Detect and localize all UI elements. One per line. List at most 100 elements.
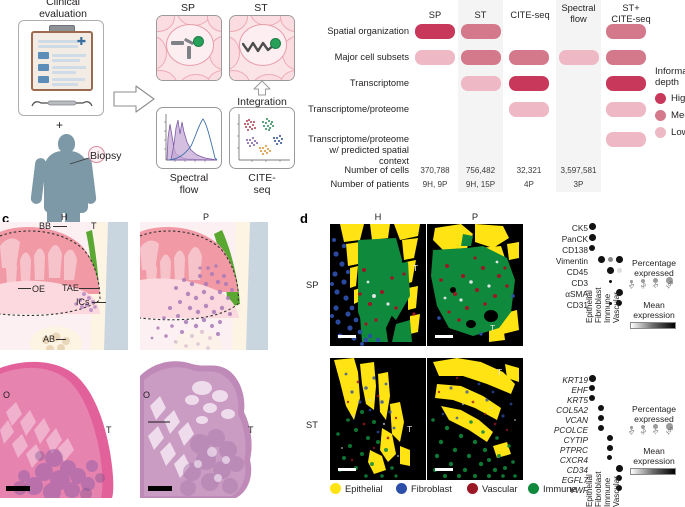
plus-symbol: + [56,118,64,132]
matrix-row-label-major-cell-subsets: Major cell subsets [334,52,409,62]
cell-legend-label-vascular: Vascular [482,484,518,494]
sp-dot-ck5-epithelial [589,223,596,230]
st-gene-label-egfl7: EGFL7 [561,475,588,485]
dental-tool-icon [31,100,93,107]
panel-d-st-healthy-label-t: T [407,424,413,434]
sp-marker-label-panck: PanCK [561,234,588,244]
matrix-row-label-transcriptome-proteome-spatial: Transcriptome/proteome w/ predicted spat… [308,134,409,166]
sp-marker-label-cd3: CD3 [571,278,588,288]
st-gene-label-krt5: KRT5 [566,395,588,405]
sp-dot-cd45-vascular [617,268,623,274]
panel-c-label-oe: OE [32,284,46,294]
sp-marker-label-ck5: CK5 [571,223,588,233]
sp-col-header-epithelial: Epithelial [585,290,594,323]
panel-c-letter: c [2,211,10,226]
matrix-row-label-number-of-patients: Number of patients [330,179,409,189]
panel-d-st-healthy-image [330,358,426,480]
clinical-evaluation-caption-line2: evaluation [39,8,87,21]
legend-label-low: Low [671,127,685,138]
st-legend-mean-gradient [630,468,676,475]
sp-dot-panck-epithelial [589,234,596,241]
st-legend-mean-title: Mean expression [633,446,675,467]
cell-legend-swatch-epithelial [330,483,341,494]
cell-type-legend: Epithelial Fibroblast Vascular Immune [330,483,585,497]
legend-swatch-high [655,93,666,104]
column-shade-spectral [556,0,601,192]
patient-illustration [20,132,130,246]
st-dot-cd34-vascular [616,465,623,472]
panel-c-leader-ics [92,302,106,303]
st-dot-krt19-epithelial [589,375,596,382]
matrix-cell-transcriptome-proteome-st-cite [606,102,646,117]
legend-label-medium: Medium [671,110,685,121]
sp-dotplot-legend: Percentage expressed 25 50 75 100 Mean e… [624,258,684,329]
st-dot-vwf-vascular [616,485,623,492]
legend-swatch-medium [655,110,666,121]
spectral-flow-plot [156,107,222,169]
cite-seq-caption: CITE- seq [226,172,298,196]
st-dot-cxcr4-immune [607,455,613,461]
panel-c-leader-bb [53,226,67,227]
sp-col-header-vascular: Vascular [612,292,621,323]
cell-legend-label-epithelial: Epithelial [345,484,383,494]
matrix-cell-spatial-st [461,24,501,39]
sp-legend-dot-50 [641,279,645,283]
matrix-cell-transcriptome-proteome-cite [509,102,549,117]
panel-c-histology-healthy [0,352,128,498]
st-dot-col5a2-fibroblast [598,405,604,411]
panel-c-label-bb: BB [39,221,52,231]
matrix-col-header-spectral-flow: Spectral flow [561,3,596,24]
panel-d-row-title-st: ST [306,420,318,430]
sp-col-header-fibroblast: Fibroblast [594,287,603,323]
st-illustration-title: ST [254,2,268,14]
matrix-row-label-number-of-cells: Number of cells [344,165,409,175]
cells-value-sp: 370,788 [420,166,450,175]
sp-illustration-title: SP [180,2,195,14]
st-dot-krt5-epithelial [589,395,596,402]
matrix-cell-spatial-sp [415,24,455,39]
rna-strand-icon [242,41,276,53]
patients-value-st: 9H, 15P [465,180,496,189]
st-legend-dot-100 [666,423,673,430]
sp-legend-dot-75 [653,278,659,284]
st-dot-egfl7-vascular [616,475,623,482]
matrix-cell-subsets-st [461,50,501,65]
sp-marker-label-cd45: CD45 [566,267,588,277]
matrix-row-label-transcriptome-proteome: Transcriptome/proteome [308,104,409,114]
matrix-row-label-transcriptome: Transcriptome [349,78,409,88]
information-depth-matrix: SP ST CITE-seq Spectral flow ST+ CITE-se… [305,0,685,200]
st-legend-dot-50 [641,425,645,429]
st-dot-vcan-fibroblast [598,415,604,421]
st-legend-dot-75 [653,424,659,430]
panel-c-label-ics: ICs [76,297,90,307]
st-col-header-fibroblast: Fibroblast [594,471,603,507]
information-depth-legend-title: Information depth [655,66,685,89]
biopsy-label: Biopsy [90,150,122,162]
panel-c-histology-periodontitis [140,352,268,498]
matrix-cell-subsets-cite [509,50,549,65]
panel-d-sp-healthy-image [330,224,426,346]
panel-c-histology-h-label-t: T [106,425,112,435]
matrix-col-header-sp: SP [428,10,442,20]
clinical-evaluation-caption: Clinical evaluation [4,0,122,20]
matrix-col-header-cite-seq: CITE-seq [510,10,550,20]
legend-label-high: High [671,93,685,104]
st-dotplot-legend: Percentage expressed 25 50 75 100 Mean e… [624,404,684,475]
st-legend-tick-50: 50 [640,428,649,437]
sp-marker-label-cd138: CD138 [562,245,588,255]
sp-legend-tick-75: 75 [652,282,661,291]
sp-legend-dot-25 [630,280,633,283]
st-dot-ehf-epithelial [589,385,596,392]
matrix-cell-spatial-context-st-cite [606,132,646,147]
st-gene-label-ehf: EHF [571,385,588,395]
sp-dot-asma-vascular [616,289,623,296]
sp-dot-cd138-epithelial [589,245,596,252]
matrix-col-header-st-cite-seq: ST+ CITE-seq [611,3,651,24]
matrix-cell-transcriptome-cite [509,76,549,91]
panel-d-st-periodontitis-image [427,358,523,480]
sp-dot-cd3-immune [609,280,612,283]
patients-value-cite: 4P [524,180,534,189]
integration-label: Integration [237,96,287,108]
panel-c-label-tae: TAE [62,283,79,293]
st-legend-tick-25: 25 [628,428,637,437]
